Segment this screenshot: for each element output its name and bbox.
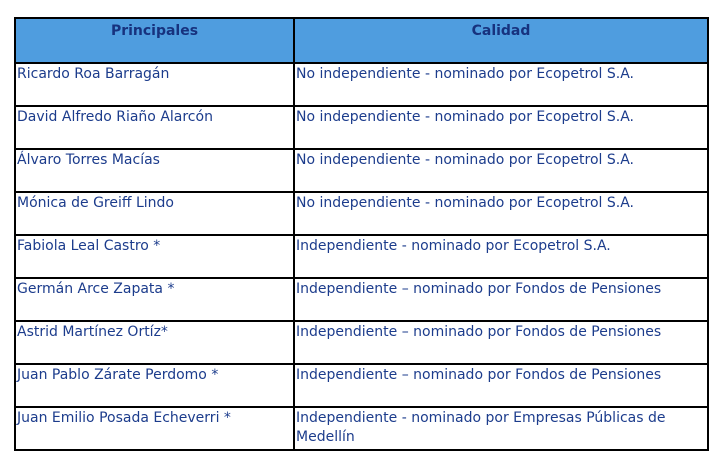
member-quality: No independiente - nominado por Ecopetro… bbox=[293, 62, 709, 107]
header-row: Principales Calidad bbox=[14, 17, 709, 64]
header-principales: Principales bbox=[14, 17, 295, 64]
table-row: Astrid Martínez Ortíz* Independiente – no… bbox=[14, 320, 709, 365]
member-name: Astrid Martínez Ortíz* bbox=[14, 320, 295, 365]
table-row: Ricardo Roa Barragán No independiente - n… bbox=[14, 62, 709, 107]
table-row: Germán Arce Zapata * Independiente – nomi… bbox=[14, 277, 709, 322]
table-row: Mónica de Greiff Lindo No independiente -… bbox=[14, 191, 709, 236]
member-quality: Independiente – nominado por Fondos de P… bbox=[293, 277, 709, 322]
member-quality: No independiente - nominado por Ecopetro… bbox=[293, 148, 709, 193]
member-name: Germán Arce Zapata * bbox=[14, 277, 295, 322]
member-quality: Independiente – nominado por Fondos de P… bbox=[293, 363, 709, 408]
member-quality: Independiente – nominado por Fondos de P… bbox=[293, 320, 709, 365]
member-name: Juan Pablo Zárate Perdomo * bbox=[14, 363, 295, 408]
table-row: David Alfredo Riaño Alarcón No independie… bbox=[14, 105, 709, 150]
member-quality: Independiente - nominado por Ecopetrol S… bbox=[293, 234, 709, 279]
member-name: David Alfredo Riaño Alarcón bbox=[14, 105, 295, 150]
header-calidad: Calidad bbox=[293, 17, 709, 64]
table-row: Juan Pablo Zárate Perdomo * Independiente… bbox=[14, 363, 709, 408]
member-name: Álvaro Torres Macías bbox=[14, 148, 295, 193]
member-quality: No independiente - nominado por Ecopetro… bbox=[293, 105, 709, 150]
table-row: Juan Emilio Posada Echeverri * Independie… bbox=[14, 406, 709, 451]
member-name: Mónica de Greiff Lindo bbox=[14, 191, 295, 236]
board-members-table: Principales Calidad Ricardo Roa Barragán… bbox=[14, 17, 709, 451]
member-quality: No independiente - nominado por Ecopetro… bbox=[293, 191, 709, 236]
member-name: Ricardo Roa Barragán bbox=[14, 62, 295, 107]
member-quality: Independiente - nominado por Empresas Pú… bbox=[293, 406, 709, 451]
table-row: Álvaro Torres Macías No independiente - n… bbox=[14, 148, 709, 193]
member-name: Juan Emilio Posada Echeverri * bbox=[14, 406, 295, 451]
member-name: Fabiola Leal Castro * bbox=[14, 234, 295, 279]
table-row: Fabiola Leal Castro * Independiente - nom… bbox=[14, 234, 709, 279]
